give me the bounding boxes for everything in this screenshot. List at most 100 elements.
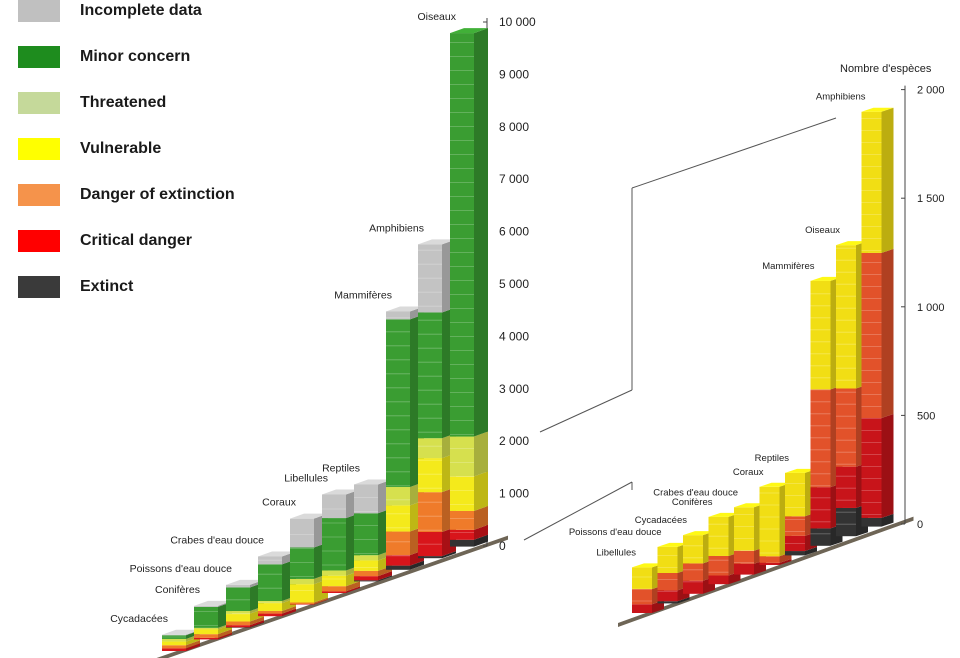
y-tick-label: 10 000 [499,15,536,29]
legend-item-threatened: Threatened [18,86,318,132]
bar-label-amphibiens: Amphibiens [369,222,424,234]
legend-swatch-threatened [18,92,60,114]
legend-label-threatened: Threatened [80,94,167,111]
bar-label-amphibiens: Amphibiens [816,92,866,103]
bar-segment-critical [162,643,200,651]
legend-item-vulnerable: Vulnerable [18,132,318,178]
zoom-connector [523,117,837,541]
bar-label-oiseaux: Oiseaux [805,225,840,236]
bar-segment-minor [450,28,488,437]
bar-label-reptiles: Reptiles [322,462,360,474]
legend-label-critical: Critical danger [80,232,193,249]
y-tick-label: 1 000 [917,302,945,314]
bar-label-mammiferes: Mammifères [334,289,392,301]
bar-segment-critical [354,571,392,581]
legend-label-extinct: Extinct [80,278,134,295]
bar-crabes-d-eau-douce: Crabes d'eau douce [170,534,296,617]
bar-label-coniferes: Conifères [672,497,713,508]
y-tick-label: 0 [917,519,923,531]
y-axis: 0 1 000 2 000 3 000 4 000 5 000 6 000 7 000 8 00… [483,15,536,553]
legend-label-danger: Danger of extinction [80,186,235,203]
bar-libellules: Libellules [596,547,664,613]
bar-label-coniferes: Conifères [155,584,200,596]
bar-segment-danger [258,605,296,614]
bar-label-poissons-d-eau-douce: Poissons d'eau douce [569,527,662,538]
bar-segment-extinct [226,622,264,628]
bar-segment-critical [226,620,264,628]
y-tick-label: 4 000 [499,329,529,343]
bar-segment-critical [194,632,232,640]
bar-segment-critical [322,586,360,593]
bar-segment-danger [861,248,894,418]
legend-item-incomplete: Incomplete data [18,0,318,40]
y-axis: 0 500 1 000 1 500 2 000 Nombre d'espèces [840,63,945,531]
bar-segment-critical [632,600,664,613]
y-tick-label: 8 000 [499,120,529,134]
legend: Incomplete data Minor concern Threatened Vu… [18,0,318,316]
bar-segment-critical [759,558,792,565]
chart-all-species: 0 1 000 2 000 3 000 4 000 5 000 6 000 7 000 8 00… [110,11,536,658]
bar-label-reptiles: Reptiles [755,453,790,464]
bar-segment-critical [290,599,328,605]
legend-swatch-minor [18,46,60,68]
y-tick-label: 500 [917,410,935,422]
y-tick-label: 7 000 [499,172,529,186]
bar-amphibiens: Amphibiens [816,92,894,527]
bar-segment-danger [322,581,360,592]
bar-label-coraux: Coraux [733,467,764,478]
bar-segment-vulnerable [450,471,488,511]
legend-swatch-danger [18,184,60,206]
bar-cycadacees: Cycadacées [110,613,200,651]
bar-segment-critical [708,571,741,585]
y-axis-label: Nombre d'espèces [840,63,932,75]
y-tick-label: 3 000 [499,382,529,396]
bar-segment-danger [226,616,264,626]
bar-segment-extinct [861,513,894,527]
y-tick-label: 1 500 [917,193,945,205]
bar-segment-critical [418,527,456,557]
bar-label-crabes-d-eau-douce: Crabes d'eau douce [653,487,738,498]
y-tick-label: 6 000 [499,225,529,239]
bar-segment-extinct [354,575,392,582]
legend-swatch-critical [18,230,60,252]
bar-segment-vulnerable [861,107,894,253]
legend-swatch-extinct [18,276,60,298]
bar-label-coraux: Coraux [262,497,297,509]
chart-threatened-species: 0 500 1 000 1 500 2 000 Nombre d'espèces Libel… [569,63,945,627]
legend-item-danger: Danger of extinction [18,178,318,224]
bar-label-libellules: Libellules [596,547,636,558]
bar-segment-critical [258,608,296,617]
bar-poissons-d-eau-douce: Poissons d'eau douce [569,527,690,604]
bar-label-crabes-d-eau-douce: Crabes d'eau douce [170,534,264,546]
bar-label-poissons-d-eau-douce: Poissons d'eau douce [130,563,233,575]
bar-label-cycadacees: Cycadacées [635,515,688,526]
legend-item-critical: Critical danger [18,224,318,270]
y-tick-label: 2 000 [917,85,945,97]
bar-segment-extinct [785,547,817,556]
bar-segment-extinct [418,551,456,559]
legend-label-incomplete: Incomplete data [80,2,202,19]
bar-segment-danger [162,640,200,649]
bar-oiseaux: Oiseaux [417,11,488,547]
legend-label-minor: Minor concern [80,48,191,65]
bar-coraux: Coraux [262,497,328,605]
bar-amphibiens: Amphibiens [369,222,456,559]
bar-segment-danger [450,505,488,530]
bar-poissons-d-eau-douce: Poissons d'eau douce [130,563,264,628]
bar-label-mammiferes: Mammifères [762,261,815,272]
bar-segment-critical [861,414,894,518]
legend-item-minor: Minor concern [18,40,318,86]
legend-swatch-incomplete [18,0,60,22]
bar-segment-danger [194,629,232,638]
y-tick-label: 5 000 [499,277,529,291]
bar-label-cycadacees: Cycadacées [110,613,168,625]
bar-label-oiseaux: Oiseaux [417,11,456,23]
bar-segment-extinct [386,560,424,570]
bar-segment-danger [290,597,328,605]
legend-label-vulnerable: Vulnerable [80,140,162,157]
y-tick-label: 1 000 [499,487,529,501]
bar-segment-extinct [450,534,488,547]
y-tick-label: 9 000 [499,67,529,81]
y-tick-label: 0 [499,539,506,553]
